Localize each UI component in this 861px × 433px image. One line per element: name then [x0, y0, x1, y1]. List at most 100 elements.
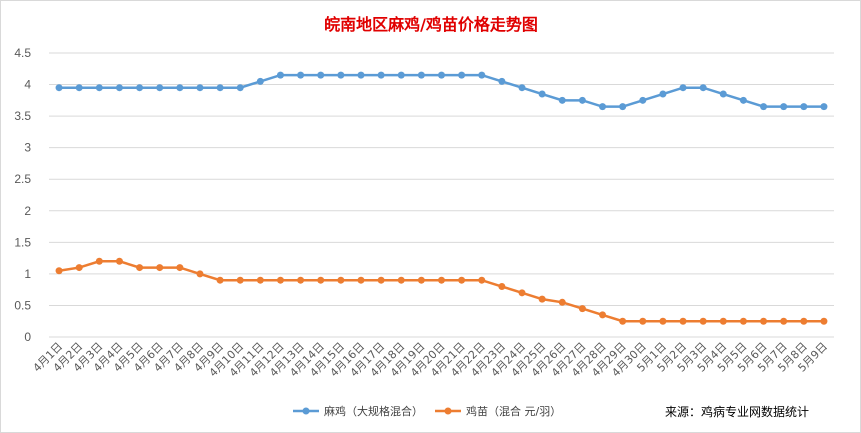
y-tick-label: 4.5	[14, 46, 31, 60]
data-point	[458, 276, 466, 284]
data-point	[95, 84, 103, 92]
y-tick-label: 1.5	[14, 235, 31, 249]
data-point	[115, 84, 123, 92]
data-point	[578, 305, 586, 313]
data-point	[578, 96, 586, 104]
data-point	[820, 103, 828, 111]
data-point	[136, 84, 144, 92]
data-point	[216, 276, 224, 284]
y-tick-label: 0	[24, 330, 31, 344]
data-point	[739, 317, 747, 325]
data-point	[599, 311, 607, 319]
data-point	[699, 317, 707, 325]
data-point	[538, 90, 546, 98]
source-note: 来源：鸡病专业网数据统计	[665, 404, 809, 419]
data-point	[176, 84, 184, 92]
data-point	[297, 71, 305, 79]
data-point	[156, 84, 164, 92]
data-point	[337, 276, 345, 284]
data-point	[538, 295, 546, 303]
data-point	[256, 77, 264, 85]
data-point	[438, 276, 445, 284]
data-point	[417, 71, 425, 79]
data-point	[55, 267, 63, 275]
data-point	[397, 71, 405, 79]
data-point	[558, 298, 566, 306]
data-point	[679, 317, 687, 325]
data-point	[800, 317, 808, 325]
data-point	[659, 317, 667, 325]
data-point	[679, 84, 687, 92]
data-point	[820, 317, 828, 325]
y-axis-ticks: 0 0.5 1 1.5 2 2.5 3 3.5 4 4.5	[14, 46, 31, 344]
data-point	[760, 103, 768, 111]
y-tick-label: 1	[24, 267, 31, 281]
data-point	[659, 90, 667, 98]
legend-label: 鸡苗（混合 元/羽）	[466, 404, 561, 418]
data-point	[739, 96, 747, 104]
data-point	[438, 71, 445, 79]
data-point	[317, 276, 325, 284]
legend-marker	[302, 407, 310, 415]
series-line	[59, 73, 824, 108]
gridlines	[49, 52, 834, 338]
data-point	[619, 317, 627, 325]
data-point	[95, 257, 103, 265]
data-point	[156, 264, 164, 272]
data-point	[719, 317, 727, 325]
data-point	[699, 84, 707, 92]
data-point	[478, 276, 486, 284]
data-point	[719, 90, 727, 98]
y-tick-label: 3	[24, 141, 31, 155]
data-point	[458, 71, 466, 79]
legend-marker	[444, 407, 452, 415]
data-point	[780, 103, 788, 111]
data-point	[55, 84, 63, 92]
data-point	[417, 276, 425, 284]
data-point	[760, 317, 768, 325]
data-point	[780, 317, 788, 325]
data-point	[639, 96, 647, 104]
data-point	[377, 71, 385, 79]
y-tick-label: 3.5	[14, 109, 31, 123]
series-1	[55, 71, 828, 111]
data-point	[176, 264, 184, 272]
data-point	[337, 71, 345, 79]
data-point	[216, 84, 224, 92]
data-point	[276, 71, 284, 79]
data-point	[297, 276, 305, 284]
y-tick-label: 2.5	[14, 172, 31, 186]
series-lines	[55, 71, 828, 325]
data-point	[498, 283, 506, 291]
data-point	[619, 103, 627, 111]
data-point	[115, 257, 123, 265]
data-point	[377, 276, 385, 284]
data-point	[317, 71, 325, 79]
data-point	[75, 264, 83, 272]
data-point	[236, 276, 244, 284]
data-point	[498, 77, 506, 85]
data-point	[558, 96, 566, 104]
data-point	[599, 103, 607, 111]
data-point	[518, 84, 526, 92]
data-point	[800, 103, 808, 111]
chart-title: 皖南地区麻鸡/鸡苗价格走势图	[324, 15, 538, 34]
data-point	[276, 276, 284, 284]
x-axis-ticks: 4月1日4月2日4月3日4月4日4月5日4月6日4月7日4月8日4月9日4月10…	[31, 340, 831, 380]
data-point	[478, 71, 486, 79]
data-point	[75, 84, 83, 92]
data-point	[236, 84, 244, 92]
series-2	[55, 257, 828, 325]
data-point	[357, 71, 365, 79]
data-point	[136, 264, 144, 272]
y-tick-label: 2	[24, 204, 31, 218]
y-tick-label: 0.5	[14, 298, 31, 312]
legend-label: 麻鸡（大规格混合）	[324, 404, 423, 418]
data-point	[196, 270, 204, 278]
data-point	[256, 276, 264, 284]
data-point	[196, 84, 204, 92]
y-tick-label: 4	[24, 78, 31, 92]
data-point	[397, 276, 405, 284]
